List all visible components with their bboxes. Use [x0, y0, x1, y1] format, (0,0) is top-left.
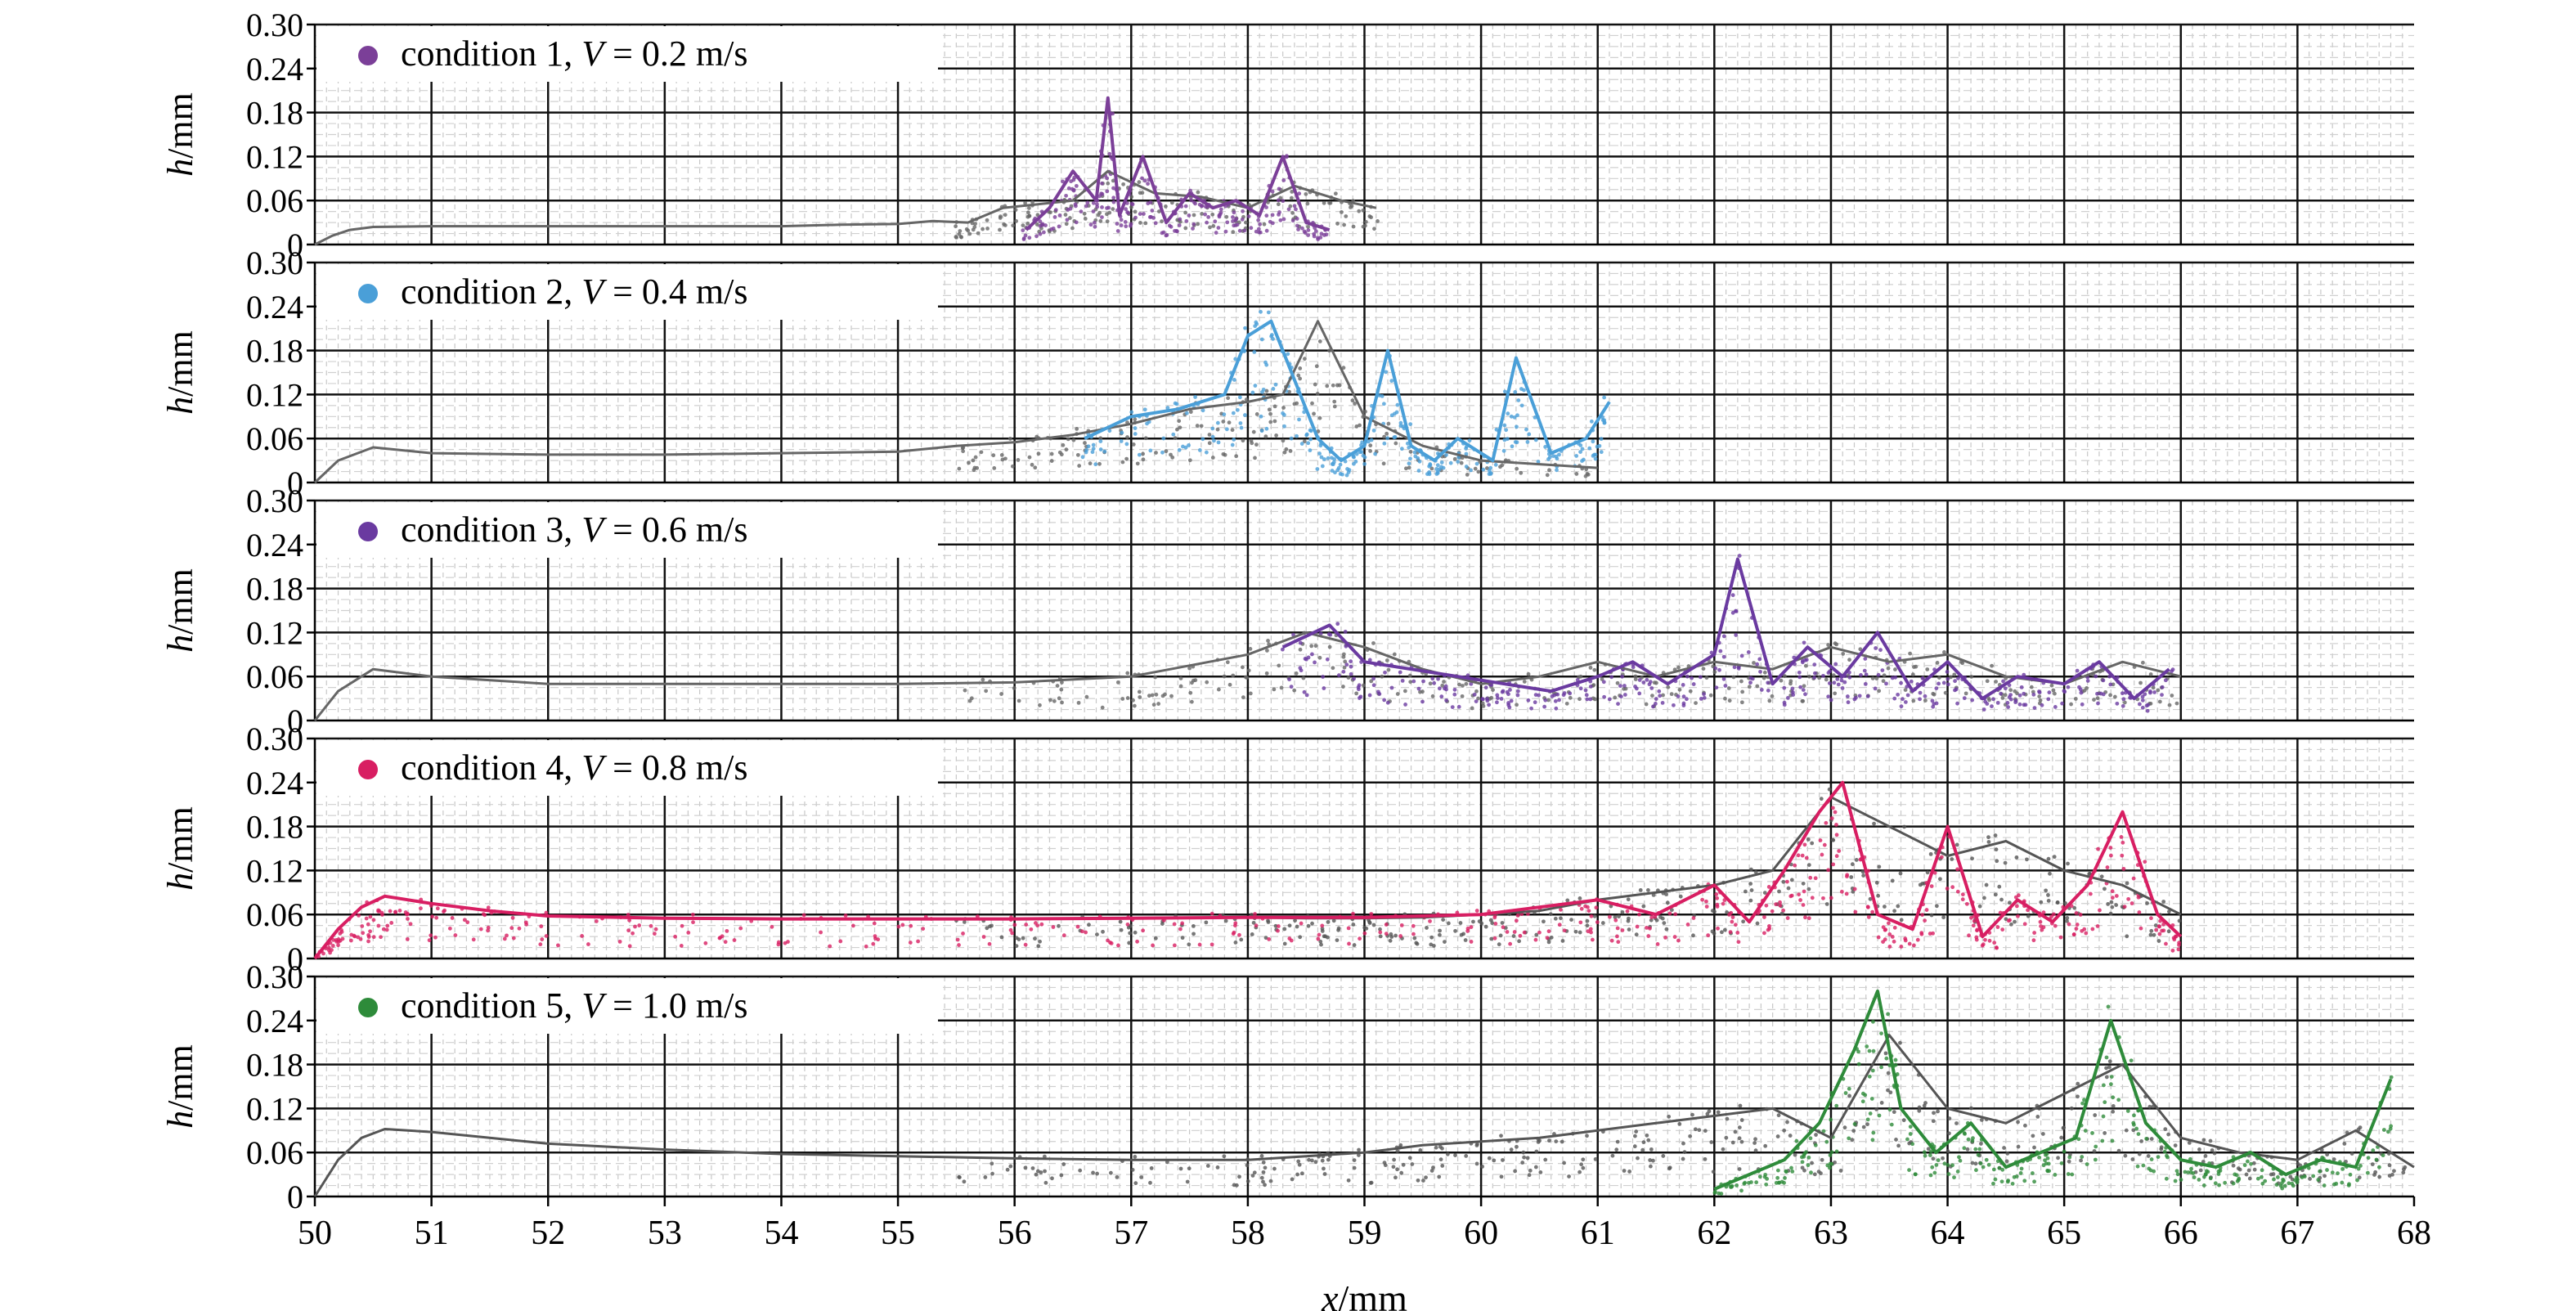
series-line-1 [313, 631, 2182, 721]
x-tick-label: 67 [2280, 1214, 2314, 1252]
legend-marker [358, 760, 378, 779]
y-tick-label: 0 [287, 941, 303, 977]
panel-3: 0 0.06 0.12 0.18 0.24 0.30 h/mm condition 3, V … [160, 483, 2414, 739]
panels-group: 0 0.06 0.12 0.18 0.24 0.30 h/mm condition 1, V … [160, 7, 2415, 1215]
x-tick-label: 54 [764, 1214, 798, 1252]
x-tick-label: 56 [998, 1214, 1032, 1252]
legend: condition 2, V = 0.4 m/s [316, 264, 938, 320]
y-tick-label: 0.24 [246, 1003, 303, 1039]
series-line-1 [313, 1034, 2415, 1197]
legend-label: condition 4, V = 0.8 m/s [401, 748, 747, 788]
y-tick-label: 0.18 [246, 809, 303, 846]
y-tick-label: 0.30 [246, 721, 303, 757]
series-line-1 [314, 169, 1377, 246]
legend-marker [358, 284, 378, 303]
x-tick-label: 52 [531, 1214, 565, 1252]
x-tick-label: 66 [2164, 1214, 2198, 1252]
x-tick-label: 59 [1348, 1214, 1382, 1252]
y-tick-label: 0.12 [246, 376, 303, 413]
legend-label: condition 5, V = 1.0 m/s [401, 985, 747, 1026]
y-tick-label: 0.06 [246, 420, 303, 457]
y-tick-label: 0.30 [246, 7, 303, 43]
y-tick-label: 0.06 [246, 896, 303, 933]
legend: condition 3, V = 0.6 m/s [316, 502, 938, 558]
y-tick-label: 0.24 [246, 51, 303, 88]
y-tick-label: 0.30 [246, 483, 303, 519]
x-tick-label: 61 [1581, 1214, 1615, 1252]
x-tick-label: 64 [1931, 1214, 1965, 1252]
panel-2: 0 0.06 0.12 0.18 0.24 0.30 h/mm condition 2, V … [160, 245, 2414, 501]
legend-marker [358, 522, 378, 541]
x-tick-label: 68 [2397, 1214, 2431, 1252]
legend-marker [358, 998, 378, 1017]
y-tick-label: 0 [287, 227, 303, 263]
y-tick-label: 0.12 [246, 1090, 303, 1127]
y-tick-label: 0.18 [246, 95, 303, 132]
y-axis-label: h/mm [160, 330, 200, 415]
y-tick-label: 0.30 [246, 245, 303, 281]
x-tick-label: 55 [881, 1214, 915, 1252]
grid-major [315, 23, 2414, 245]
y-tick-label: 0.24 [246, 527, 303, 563]
x-axis-label: x/mm [1321, 1277, 1407, 1311]
y-tick-label: 0 [287, 465, 303, 501]
series-line-1 [313, 320, 1598, 484]
y-tick-label: 0.24 [246, 289, 303, 326]
y-axis-label: h/mm [160, 806, 200, 891]
x-axis: 50 51 52 53 54 55 56 57 58 59 60 61 62 63 64 65 66 67 68 x/… [298, 1197, 2431, 1311]
legend: condition 4, V = 0.8 m/s [316, 740, 938, 796]
series-line-2 [1281, 557, 2170, 701]
y-tick-label: 0.06 [246, 182, 303, 219]
x-tick-label: 57 [1114, 1214, 1148, 1252]
panel-4: 0 0.06 0.12 0.18 0.24 0.30 h/mm condition 4, V … [160, 721, 2414, 977]
x-tick-label: 51 [415, 1214, 449, 1252]
y-tick-label: 0.18 [246, 1047, 303, 1084]
y-axis-label: h/mm [160, 1044, 200, 1129]
y-tick-label: 0.06 [246, 658, 303, 695]
legend: condition 5, V = 1.0 m/s [316, 978, 938, 1034]
legend-marker [358, 46, 378, 65]
x-tick-label: 58 [1231, 1214, 1265, 1252]
legend-label: condition 1, V = 0.2 m/s [401, 34, 747, 74]
scatter-points [957, 1004, 2408, 1196]
series-line-2 [1084, 319, 1611, 463]
x-tick-label: 63 [1814, 1214, 1848, 1252]
panel-5: 0 0.06 0.12 0.18 0.24 0.30 h/mm condition 5, V … [160, 959, 2415, 1215]
y-tick-label: 0.12 [246, 614, 303, 651]
y-tick-label: 0 [287, 703, 303, 739]
x-tick-label: 53 [648, 1214, 682, 1252]
y-tick-label: 0.18 [246, 571, 303, 608]
series-line-2 [1713, 989, 2393, 1191]
x-tick-label: 62 [1697, 1214, 1731, 1252]
x-tick-label: 50 [298, 1214, 332, 1252]
x-tick-label: 60 [1464, 1214, 1498, 1252]
legend: condition 1, V = 0.2 m/s [316, 26, 938, 82]
legend-label: condition 2, V = 0.4 m/s [401, 272, 747, 312]
y-tick-label: 0.30 [246, 959, 303, 995]
y-tick-label: 0.12 [246, 138, 303, 175]
y-tick-label: 0.12 [246, 852, 303, 889]
y-tick-label: 0.06 [246, 1134, 303, 1171]
series-line-2 [1025, 96, 1331, 232]
y-tick-label: 0.18 [246, 333, 303, 370]
y-axis-label: h/mm [160, 568, 200, 653]
panel-1: 0 0.06 0.12 0.18 0.24 0.30 h/mm condition 1, V … [160, 7, 2414, 263]
y-axis-label: h/mm [160, 92, 200, 177]
legend-label: condition 3, V = 0.6 m/s [401, 510, 747, 550]
y-tick-label: 0 [287, 1179, 303, 1215]
series-line-2 [313, 780, 2183, 960]
x-tick-label: 65 [2047, 1214, 2081, 1252]
y-tick-label: 0.24 [246, 765, 303, 801]
